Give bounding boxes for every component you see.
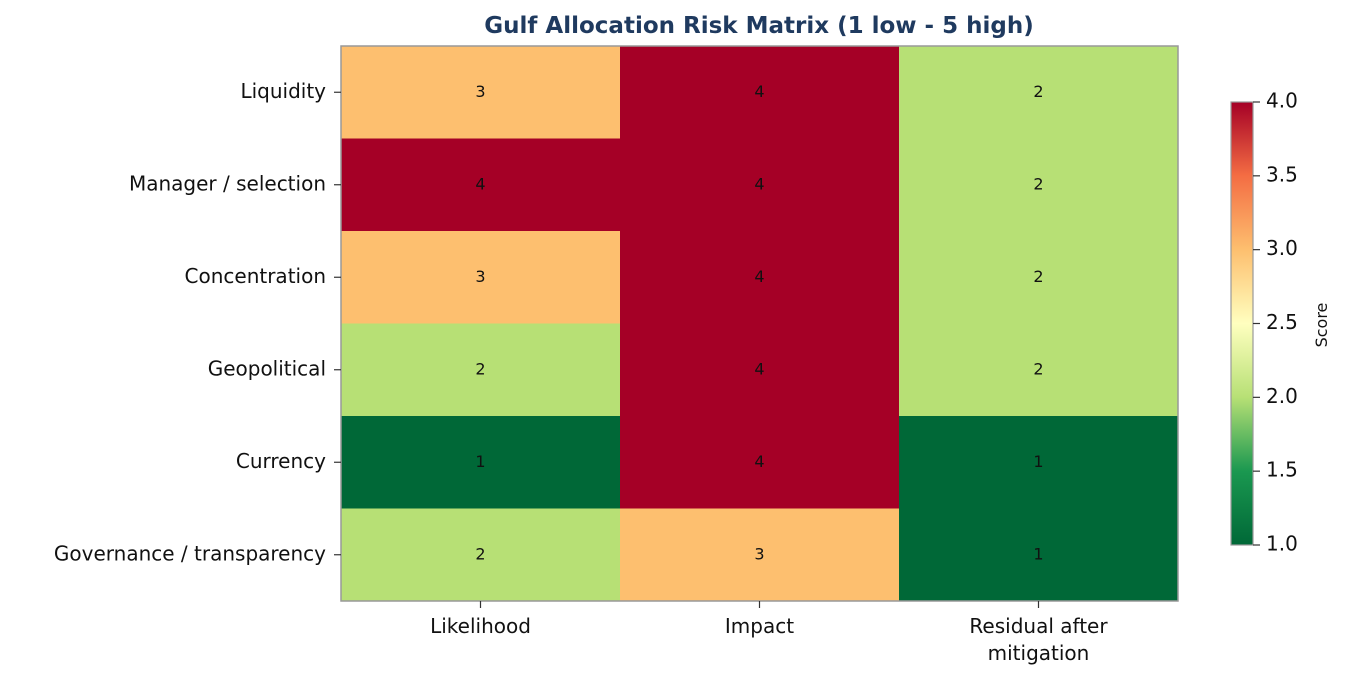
colorbar-tick-label: 1.5 xyxy=(1266,458,1298,482)
heatmap-cell xyxy=(341,508,621,602)
cell-value-label: 1 xyxy=(1033,544,1043,563)
heatmap-cell xyxy=(899,508,1179,602)
cell-value-label: 4 xyxy=(754,359,764,378)
y-tick-label: Liquidity xyxy=(240,79,326,103)
heatmap-cell xyxy=(620,138,900,232)
y-tick-label: Geopolitical xyxy=(208,356,326,380)
cell-value-label: 3 xyxy=(754,544,764,563)
colorbar-tick-label: 4.0 xyxy=(1266,89,1298,113)
x-tick-label: Likelihood xyxy=(430,614,531,638)
cell-value-label: 2 xyxy=(475,359,485,378)
y-tick-label: Concentration xyxy=(185,264,326,288)
colorbar: 1.0 1.5 2.0 2.5 3.0 3.5 4.0 Score xyxy=(1230,89,1331,556)
colorbar-label: Score xyxy=(1312,303,1331,348)
cell-value-label: 2 xyxy=(475,544,485,563)
heatmap-cell xyxy=(899,138,1179,232)
heatmap-cell xyxy=(341,323,621,417)
colorbar-tick-label: 3.0 xyxy=(1266,236,1298,260)
cell-value-label: 2 xyxy=(1033,359,1043,378)
heatmap-cell xyxy=(620,46,900,139)
colorbar-gradient xyxy=(1230,101,1254,546)
y-axis: Liquidity Manager / selection Concentratio… xyxy=(54,79,341,565)
colorbar-tick-label: 1.0 xyxy=(1266,532,1298,556)
heatmap-cell-labels: 3 4 2 4 4 2 3 4 2 2 4 2 1 4 1 2 3 1 xyxy=(475,82,1043,564)
colorbar-tick-label: 2.0 xyxy=(1266,384,1298,408)
heatmap-cell xyxy=(341,416,621,509)
cell-value-label: 2 xyxy=(1033,82,1043,101)
chart-title: Gulf Allocation Risk Matrix (1 low - 5 h… xyxy=(484,13,1033,39)
heatmap-cell xyxy=(620,508,900,602)
cell-value-label: 1 xyxy=(475,452,485,471)
heatmap-cells xyxy=(341,46,1179,602)
x-tick-label: Impact xyxy=(725,614,794,638)
x-axis: Likelihood Impact Residual after mitigation xyxy=(430,601,1108,665)
colorbar-ticks: 1.0 1.5 2.0 2.5 3.0 3.5 4.0 xyxy=(1253,89,1298,556)
heatmap-cell xyxy=(620,231,900,324)
cell-value-label: 3 xyxy=(475,82,485,101)
cell-value-label: 2 xyxy=(1033,267,1043,286)
heatmap-cell xyxy=(899,46,1179,139)
cell-value-label: 4 xyxy=(475,174,485,193)
heatmap-cell xyxy=(620,323,900,417)
cell-value-label: 4 xyxy=(754,174,764,193)
heatmap-cell xyxy=(341,138,621,232)
heatmap-cell xyxy=(620,416,900,509)
heatmap-cell xyxy=(899,231,1179,324)
y-tick-label: Manager / selection xyxy=(129,171,326,195)
colorbar-tick-label: 3.5 xyxy=(1266,162,1298,186)
cell-value-label: 4 xyxy=(754,82,764,101)
cell-value-label: 1 xyxy=(1033,452,1043,471)
cell-value-label: 2 xyxy=(1033,174,1043,193)
y-tick-label: Governance / transparency xyxy=(54,541,326,565)
heatmap-cell xyxy=(341,46,621,139)
heatmap-cell xyxy=(899,416,1179,509)
heatmap-cell xyxy=(899,323,1179,417)
cell-value-label: 3 xyxy=(475,267,485,286)
heatmap-cell xyxy=(341,231,621,324)
colorbar-tick-label: 2.5 xyxy=(1266,310,1298,334)
x-tick-label: Residual after mitigation xyxy=(969,614,1108,665)
y-tick-label: Currency xyxy=(236,449,326,473)
cell-value-label: 4 xyxy=(754,267,764,286)
cell-value-label: 4 xyxy=(754,452,764,471)
